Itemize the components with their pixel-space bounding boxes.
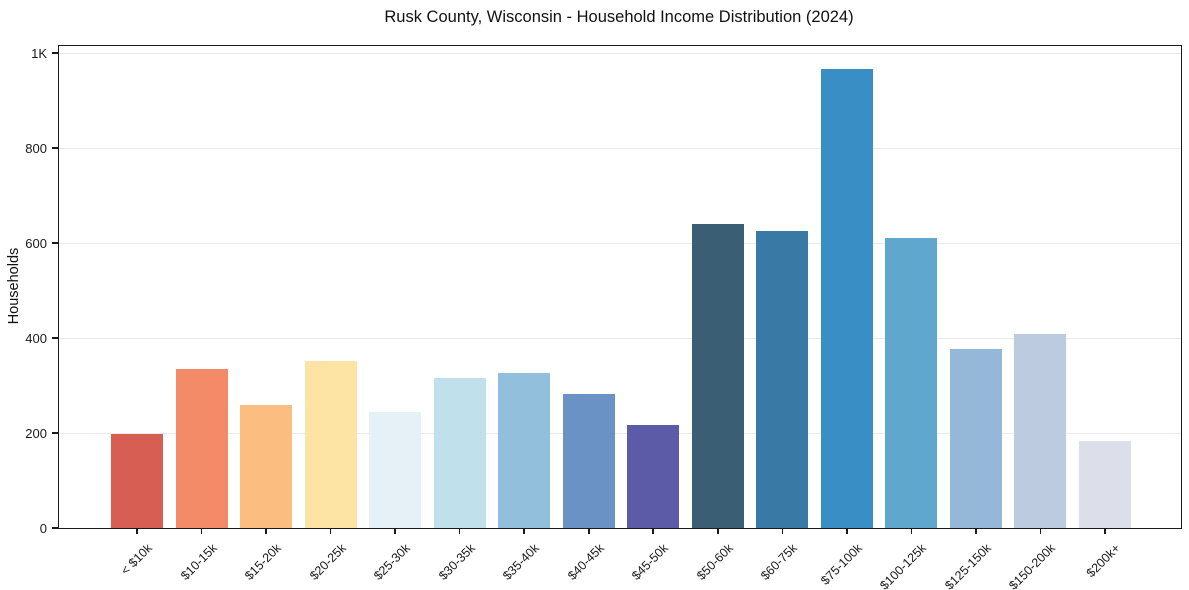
y-tick-mark: [52, 337, 58, 339]
bar-$45-50k: [627, 424, 680, 528]
y-tick-label-0: 0: [39, 520, 47, 536]
gridline-800: [59, 147, 1181, 149]
bar-$20-25k: [304, 361, 357, 528]
plot-area: 0 200 400 600 800 1K < $10k $10-15k $15-20k $20-2…: [25, 45, 1182, 590]
gridline-600: [59, 242, 1181, 244]
bar-$35-40k: [498, 373, 551, 528]
bar-$125-150k: [949, 349, 1002, 528]
bar-$40-45k: [562, 393, 615, 528]
x-tick-mark: [781, 528, 784, 534]
y-tick-mark: [52, 242, 58, 244]
bar-$15-20k: [240, 404, 293, 528]
x-tick-mark: [523, 528, 525, 534]
x-tick-mark: [652, 528, 655, 534]
gridline-400: [59, 337, 1181, 339]
y-tick-mark: [52, 147, 58, 149]
x-tick-mark: [975, 528, 977, 534]
x-tick-mark: [458, 528, 461, 534]
bar-$200k+: [1078, 441, 1131, 528]
bar-$100-125k: [885, 238, 938, 528]
x-tick-mark: [200, 528, 203, 534]
x-tick-mark: [265, 528, 267, 534]
x-tick-mark: [136, 528, 138, 534]
y-tick-mark: [52, 52, 58, 54]
y-tick-mark: [52, 432, 58, 434]
x-tick-label-< $10k: < $10k: [118, 541, 155, 578]
y-tick-label-800: 800: [25, 140, 47, 156]
bar-$30-35k: [433, 377, 486, 528]
x-tick-mark: [910, 528, 913, 534]
y-tick-label-400: 400: [25, 330, 47, 346]
y-tick-label-600: 600: [25, 235, 47, 251]
bar-$150-200k: [1014, 333, 1067, 528]
y-tick-mark: [52, 527, 58, 529]
y-tick-label-1K: 1K: [31, 45, 47, 61]
x-tick-mark: [1039, 528, 1042, 534]
x-tick-mark: [1104, 528, 1106, 534]
bar-$10-15k: [175, 368, 228, 528]
bar-$75-100k: [820, 69, 873, 528]
bar-$50-60k: [691, 224, 744, 528]
chart-title: Rusk County, Wisconsin - Household Incom…: [384, 8, 854, 26]
x-tick-mark: [587, 528, 590, 534]
x-tick-mark: [394, 528, 396, 534]
bar-$25-30k: [369, 411, 422, 528]
gridline-1K: [59, 52, 1181, 54]
gridline-200: [59, 432, 1181, 434]
bar-< $10k: [111, 433, 163, 528]
x-tick-mark: [329, 528, 332, 534]
bar-$60-75k: [756, 231, 809, 528]
x-tick-mark: [716, 528, 719, 534]
y-tick-label-200: 200: [25, 425, 47, 441]
x-tick-mark: [846, 528, 848, 534]
